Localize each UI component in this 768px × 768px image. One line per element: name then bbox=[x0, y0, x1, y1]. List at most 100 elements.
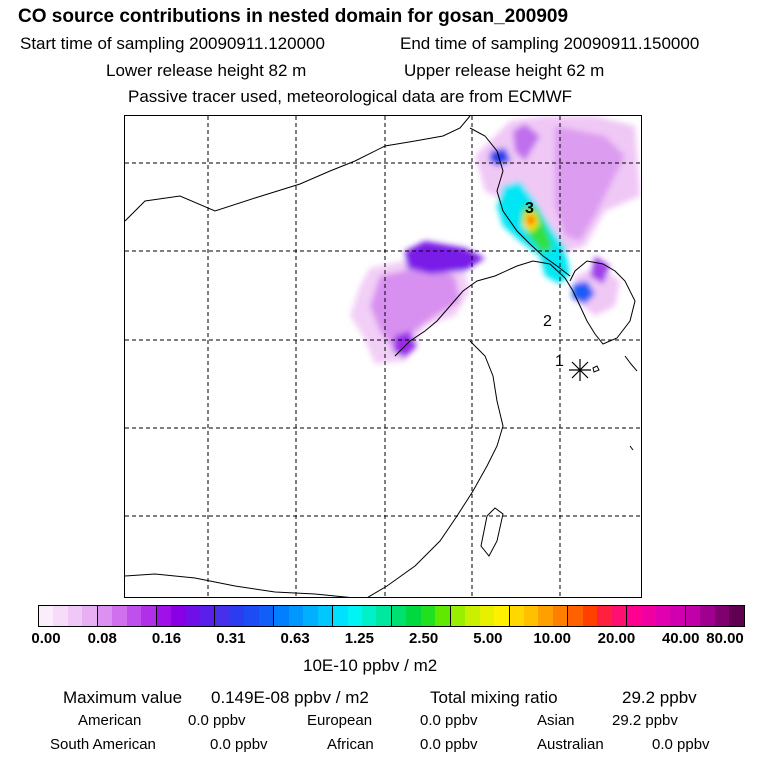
colorbar-swatch bbox=[523, 606, 539, 626]
colorbar-swatch bbox=[568, 606, 583, 626]
total-mixing-value: 29.2 ppbv bbox=[622, 688, 697, 707]
colorbar-tick-label: 5.00 bbox=[473, 630, 503, 647]
plume-violet-south bbox=[393, 331, 417, 358]
colorbar-tick-label: 2.50 bbox=[409, 630, 439, 647]
plume-blue-north bbox=[489, 148, 511, 166]
colorbar-swatch bbox=[641, 606, 657, 626]
colorbar-tick-label: 0.00 bbox=[31, 630, 61, 647]
plume-faint-korea bbox=[575, 266, 620, 316]
colorbar-swatch bbox=[552, 606, 569, 626]
colorbar-swatch bbox=[685, 606, 701, 626]
map-canvas: 1 2 3 bbox=[125, 116, 641, 597]
coastlines bbox=[125, 116, 638, 597]
region-value-south-american: 0.0 ppbv bbox=[210, 736, 268, 753]
plume-blue-korea bbox=[572, 281, 595, 304]
region-value-european: 0.0 ppbv bbox=[420, 712, 478, 729]
colorbar-swatch bbox=[420, 606, 436, 626]
coastline-manchuria bbox=[469, 127, 571, 277]
map-panel: 1 2 3 bbox=[124, 115, 642, 598]
coastline-mongolia bbox=[125, 116, 471, 222]
colorbar-tick-label: 40.00 bbox=[661, 630, 700, 647]
coastline-jeju bbox=[592, 365, 600, 373]
colorbar-swatch bbox=[494, 606, 510, 626]
max-value-label: Maximum value bbox=[63, 688, 183, 707]
coastline-bohai bbox=[394, 260, 574, 357]
plot-title: CO source contributions in nested domain… bbox=[18, 6, 569, 27]
colorbar-swatch bbox=[450, 606, 466, 626]
colorbar-swatch bbox=[361, 606, 377, 626]
region-value-african: 0.0 ppbv bbox=[420, 736, 478, 753]
region-name-african: African bbox=[327, 736, 374, 753]
total-mixing-label: Total mixing ratio bbox=[430, 688, 558, 707]
colorbar-swatch bbox=[317, 606, 334, 626]
colorbar bbox=[38, 605, 745, 627]
start-time: Start time of sampling 20090911.120000 bbox=[20, 34, 325, 53]
coastline-south bbox=[125, 573, 351, 597]
marker-label-1: 1 bbox=[555, 353, 564, 370]
plume-mid-blob bbox=[513, 124, 540, 161]
colorbar-swatch bbox=[333, 606, 348, 626]
colorbar-swatch bbox=[376, 606, 392, 626]
receptor-star-icon bbox=[569, 359, 591, 381]
lower-release-height: Lower release height 82 m bbox=[106, 61, 307, 80]
coastline-korea bbox=[569, 260, 636, 345]
colorbar-swatch bbox=[538, 606, 553, 626]
tracer-note: Passive tracer used, meteorological data… bbox=[128, 87, 573, 106]
colorbar-swatch bbox=[435, 606, 451, 626]
colorbar-tick-label: 0.31 bbox=[216, 630, 246, 647]
colorbar-swatch bbox=[156, 606, 172, 626]
region-name-australian: Australian bbox=[537, 736, 604, 753]
coastline-japan-2 bbox=[629, 445, 634, 451]
region-value-asian: 29.2 ppbv bbox=[612, 712, 678, 729]
colorbar-swatch bbox=[274, 606, 289, 626]
colorbar-swatch bbox=[215, 606, 230, 626]
colorbar-swatch bbox=[97, 606, 113, 626]
plume-core-orange bbox=[527, 216, 535, 226]
colorbar-swatch bbox=[670, 606, 686, 626]
colorbar-tick-label: 0.08 bbox=[87, 630, 117, 647]
colorbar-tick-label: 1.25 bbox=[344, 630, 374, 647]
colorbar-swatch bbox=[656, 606, 671, 626]
marker-label-2: 2 bbox=[543, 313, 552, 330]
colorbar-swatch bbox=[171, 606, 186, 626]
colorbar-swatch bbox=[244, 606, 259, 626]
region-name-south-american: South American bbox=[50, 736, 156, 753]
colorbar-tick-label: 10.00 bbox=[533, 630, 571, 647]
coastline-japan-1 bbox=[624, 355, 638, 372]
upper-release-height: Upper release height 62 m bbox=[404, 61, 605, 80]
region-name-european: European bbox=[307, 712, 373, 729]
colorbar-swatch bbox=[700, 606, 715, 626]
colorbar-swatch bbox=[465, 606, 480, 626]
colorbar-swatch bbox=[729, 606, 744, 626]
colorbar-swatch bbox=[391, 606, 407, 626]
colorbar-swatch bbox=[509, 606, 524, 626]
end-time: End time of sampling 20090911.150000 bbox=[400, 34, 700, 53]
colorbar-swatch bbox=[627, 606, 642, 626]
colorbar-swatch bbox=[53, 606, 68, 626]
max-value: 0.149E-08 ppbv / m2 bbox=[211, 688, 369, 707]
colorbar-swatch bbox=[229, 606, 245, 626]
colorbar-swatch bbox=[479, 606, 495, 626]
colorbar-tick-label: 0.16 bbox=[151, 630, 182, 647]
colorbar-swatch bbox=[82, 606, 98, 626]
colorbar-tick-label: 0.63 bbox=[280, 630, 310, 647]
plume-mid-north bbox=[555, 126, 625, 241]
colorbar-swatch bbox=[714, 606, 730, 626]
colorbar-swatch bbox=[582, 606, 598, 626]
colorbar-swatch bbox=[288, 606, 304, 626]
region-value-australian: 0.0 ppbv bbox=[652, 736, 710, 753]
region-name-american: American bbox=[78, 712, 142, 729]
colorbar-swatch bbox=[126, 606, 142, 626]
colorbar-unit: 10E-10 ppbv / m2 bbox=[303, 656, 438, 675]
colorbar-swatch bbox=[199, 606, 216, 626]
colorbar-tick-label: 80.00 bbox=[706, 630, 744, 647]
coastline-taiwan bbox=[480, 507, 504, 557]
coastline-east-china bbox=[367, 340, 504, 597]
colorbar-swatch bbox=[39, 606, 54, 626]
lat-lon-grid bbox=[125, 116, 641, 597]
colorbar-swatch bbox=[406, 606, 421, 626]
colorbar-swatch bbox=[611, 606, 628, 626]
colorbar-swatch bbox=[112, 606, 127, 626]
colorbar-swatch bbox=[303, 606, 318, 626]
colorbar-swatch bbox=[258, 606, 275, 626]
